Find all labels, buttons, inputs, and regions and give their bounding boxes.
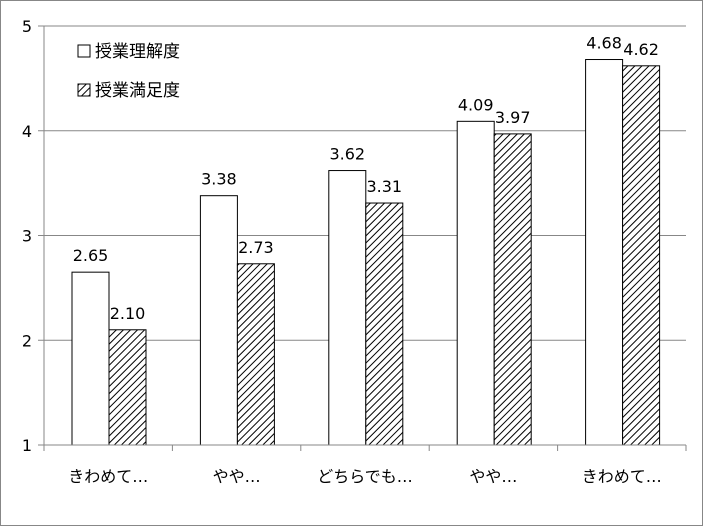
data-label: 3.31: [366, 177, 402, 196]
legend-label: 授業理解度: [95, 42, 180, 62]
y-tick-label: 4: [22, 122, 32, 141]
y-tick-label: 1: [22, 436, 32, 455]
y-tick-label: 3: [22, 227, 32, 246]
bar-understanding: [456, 120, 495, 446]
bar-understanding: [71, 271, 110, 446]
legend-label: 授業満足度: [95, 81, 180, 101]
x-tick-label: きわめて…: [68, 467, 148, 486]
data-label: 4.68: [586, 34, 622, 53]
bar-understanding: [199, 195, 238, 446]
data-label: 3.38: [201, 170, 237, 189]
data-label: 3.62: [329, 145, 365, 164]
bar-satisfaction: [365, 202, 404, 446]
y-tick-label: 2: [22, 331, 32, 350]
bars: [71, 59, 661, 446]
data-label: 2.65: [73, 246, 109, 265]
bar-satisfaction: [493, 133, 532, 446]
x-tick-label: きわめて…: [582, 467, 662, 486]
data-label: 4.62: [623, 40, 659, 59]
x-tick-label: どちらでも…: [317, 467, 413, 486]
bar-satisfaction: [622, 65, 661, 446]
bar-satisfaction: [236, 263, 275, 446]
y-tick-label: 5: [22, 17, 32, 36]
legend-swatch: [77, 44, 91, 58]
data-label: 2.10: [110, 304, 146, 323]
data-label: 3.97: [495, 108, 531, 127]
data-labels: 2.65 2.10 3.38 2.73 3.623.31 4.093.97 4.68 4.62: [73, 34, 659, 323]
x-tick-label: やや…: [213, 467, 261, 486]
x-tick-label: やや…: [469, 467, 517, 486]
bar-satisfaction: [108, 329, 147, 446]
bar-understanding: [328, 170, 367, 446]
bar-understanding: [585, 59, 624, 446]
axes: 1 2 3 4 5 きわめて… やや… どちらでも… やや… きわめて…: [22, 17, 687, 486]
data-label: 2.73: [238, 238, 274, 257]
data-label: 4.09: [458, 95, 494, 114]
legend-swatch: [77, 83, 91, 97]
